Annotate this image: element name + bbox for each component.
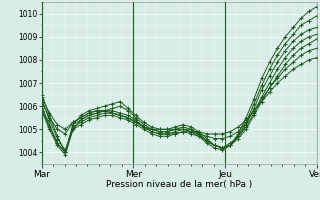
X-axis label: Pression niveau de la mer( hPa ): Pression niveau de la mer( hPa ) (106, 180, 252, 189)
